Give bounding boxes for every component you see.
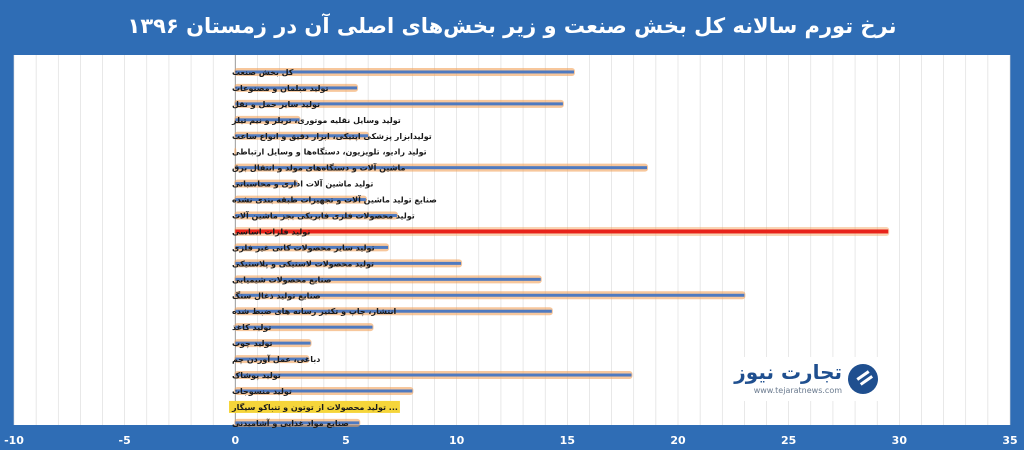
- x-tick-label: 10: [449, 434, 465, 447]
- category-label: تولید سایر محصولات کانی غیر فلزی: [232, 243, 375, 252]
- bar: [235, 86, 358, 90]
- x-tick-label: 35: [1002, 434, 1017, 447]
- bar-glow: [234, 147, 237, 156]
- bar: [235, 102, 563, 106]
- category-label: ... تولید محصولات از توتون و تنباکو سیگا…: [231, 402, 398, 412]
- x-tick-label: 0: [232, 434, 240, 447]
- chart-title: نرخ تورم سالانه کل بخش صنعت و زیر بخش‌ها…: [127, 14, 897, 38]
- category-label: صنایع تولید ماشین آلات و تجهیزات طبقه بن…: [232, 195, 437, 205]
- bar: [235, 134, 369, 138]
- category-label: تولید وسایل نقلیه موتوری، تریلر و نیم تی…: [231, 116, 401, 125]
- watermark-logo: تجارت نیوز www.tejaratnews.com: [728, 357, 886, 401]
- bar: [235, 421, 360, 425]
- category-label: تولید مبلمان و مصنوعات: [232, 84, 329, 93]
- bar: [235, 229, 889, 234]
- bar: [235, 277, 541, 281]
- bar: [235, 325, 373, 329]
- bar: [235, 341, 311, 345]
- category-label: صنایع محصولات شیمیایی: [232, 275, 332, 284]
- bar: [235, 198, 366, 202]
- category-label: کل بخش صنعت: [232, 68, 294, 78]
- category-label: ماشین آلات و دستگاه‌های مولد و انتقال بر…: [232, 163, 405, 173]
- logo-icon: [848, 364, 878, 394]
- label-highlight: [229, 400, 400, 413]
- category-label: تولید فلزات اساسی: [232, 227, 310, 236]
- category-label: تولید چوب: [232, 339, 273, 348]
- category-label: صنایع مواد غذایی و آشامیدنی: [232, 418, 349, 428]
- bar: [235, 70, 574, 74]
- x-tick-label: 25: [781, 434, 796, 447]
- bar: [235, 357, 309, 361]
- category-label: دباغی، عمل آوردن چم: [232, 354, 320, 364]
- bar: [235, 293, 745, 297]
- x-tick-label: 5: [342, 434, 350, 447]
- category-label: انتشار، چاپ و تکثیر رسانه های ضبط شده: [232, 307, 396, 316]
- category-label: تولید کاغذ: [232, 323, 271, 332]
- bar: [235, 389, 413, 393]
- bar: [235, 373, 632, 377]
- category-label: تولیدابزار پزشکی اپتیکی، ابزار دقیق و ان…: [232, 132, 432, 141]
- x-tick-label: 30: [892, 434, 908, 447]
- bar: [235, 309, 552, 313]
- x-tick-label: 15: [560, 434, 575, 447]
- category-label: تولید رادیو، تلویزیون، دستگاه‌ها و وسایل…: [232, 147, 427, 157]
- x-tick-label: -5: [119, 434, 131, 447]
- category-label: تولید پوشاک: [232, 371, 281, 380]
- category-label: تولید سایر حمل و نقل: [232, 100, 320, 109]
- category-label: تولید منسوجات: [232, 387, 292, 396]
- category-label: تولید ماشین آلات اداری و محاسباتی: [232, 179, 373, 189]
- bar: [235, 214, 397, 218]
- bar: [235, 261, 462, 265]
- x-tick-label: -10: [4, 434, 24, 447]
- category-label: صنایع تولید ذغال سنگ: [232, 290, 321, 300]
- logo-url: www.tejaratnews.com: [753, 386, 842, 395]
- x-tick-label: 20: [670, 434, 686, 447]
- logo-text: تجارت نیوز: [734, 360, 842, 384]
- bar: [235, 182, 298, 186]
- bar: [235, 166, 648, 170]
- category-label: تولید محصولات فلزی فابریکی بجز ماشین آلا…: [232, 211, 415, 221]
- bar: [235, 118, 300, 122]
- bar: [235, 245, 389, 249]
- category-label: تولید محصولات لاستیکی و پلاستیکی: [232, 259, 374, 268]
